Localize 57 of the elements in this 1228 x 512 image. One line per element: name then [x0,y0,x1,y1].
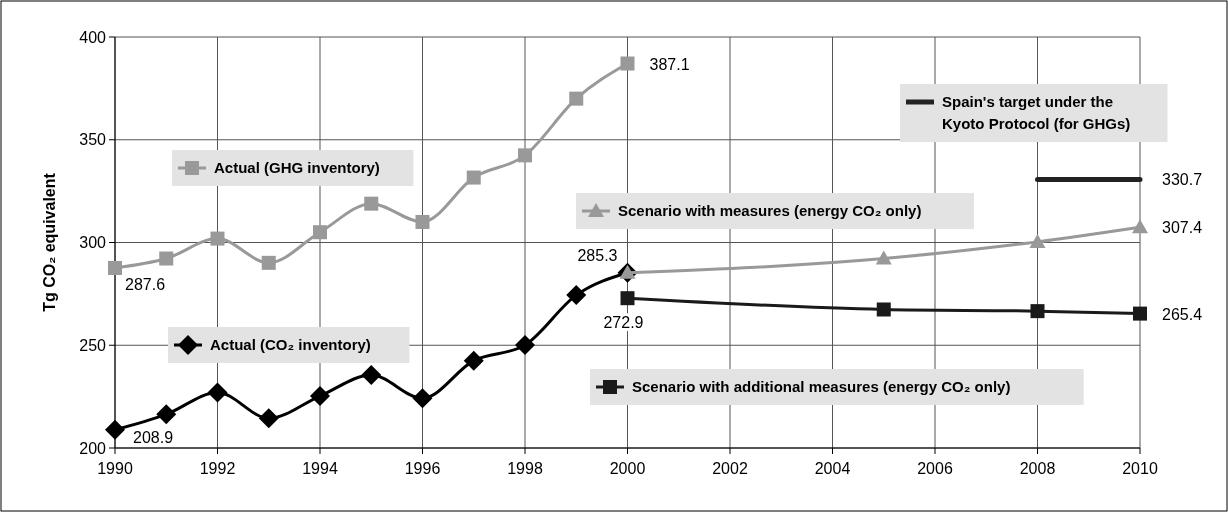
point [412,388,433,409]
point [313,225,327,240]
y-tick-label: 250 [79,336,107,354]
y-tick-label: 350 [79,131,107,149]
y-tick-label: 300 [79,234,107,252]
point [463,350,484,371]
data-label: 287.6 [125,275,166,293]
data-label: 265.4 [1162,305,1203,323]
point [876,302,891,317]
point [207,382,228,403]
point [415,214,430,229]
legend-label: Scenario with measures (energy CO₂ only) [618,202,922,219]
data-label: 307.4 [1162,219,1203,237]
x-tick-label: 1990 [97,460,133,477]
point [466,170,481,185]
x-tick-label: 1996 [404,460,441,477]
point [875,250,892,265]
point [569,91,584,106]
point [620,291,635,306]
point [108,260,122,275]
y-tick-label: 200 [79,439,107,457]
y-tick-label: 400 [79,28,107,46]
x-tick-label: 2008 [1019,460,1056,477]
x-tick-label: 2002 [712,460,748,477]
x-tick-label: 1994 [302,460,338,477]
data-label: 285.3 [577,246,618,264]
legend-label: Spain's target under the Kyoto Protocol (for GHGs) [942,93,1131,132]
point [364,196,379,211]
x-tick-label: 2010 [1122,460,1158,477]
point [1132,219,1148,234]
point [310,386,330,407]
x-tick-label: 2000 [609,460,646,477]
y-axis-title: Tg CO₂ equivalent [41,172,58,312]
legend-label: Actual (GHG inventory) [214,159,380,176]
point [1133,306,1147,321]
point [1030,304,1045,319]
x-tick-label: 1992 [199,460,236,477]
point [105,419,125,440]
legend-label: Actual (CO₂ inventory) [210,336,371,353]
point [620,56,635,71]
data-label: 208.9 [133,428,174,446]
point [566,285,587,306]
point [261,255,276,270]
point [515,335,535,356]
point [361,365,382,386]
point [156,404,177,425]
data-label: 387.1 [649,55,690,73]
data-label: 330.7 [1162,171,1203,189]
x-tick-label: 2004 [814,460,851,477]
x-tick-label: 1998 [507,460,543,477]
point [518,148,532,163]
legend-label: Scenario with additional measures (energy CO₂ only) [632,378,1011,395]
point [159,251,174,266]
point [258,408,279,429]
point [1029,233,1046,248]
x-tick-label: 2006 [917,460,953,477]
point [210,231,225,246]
